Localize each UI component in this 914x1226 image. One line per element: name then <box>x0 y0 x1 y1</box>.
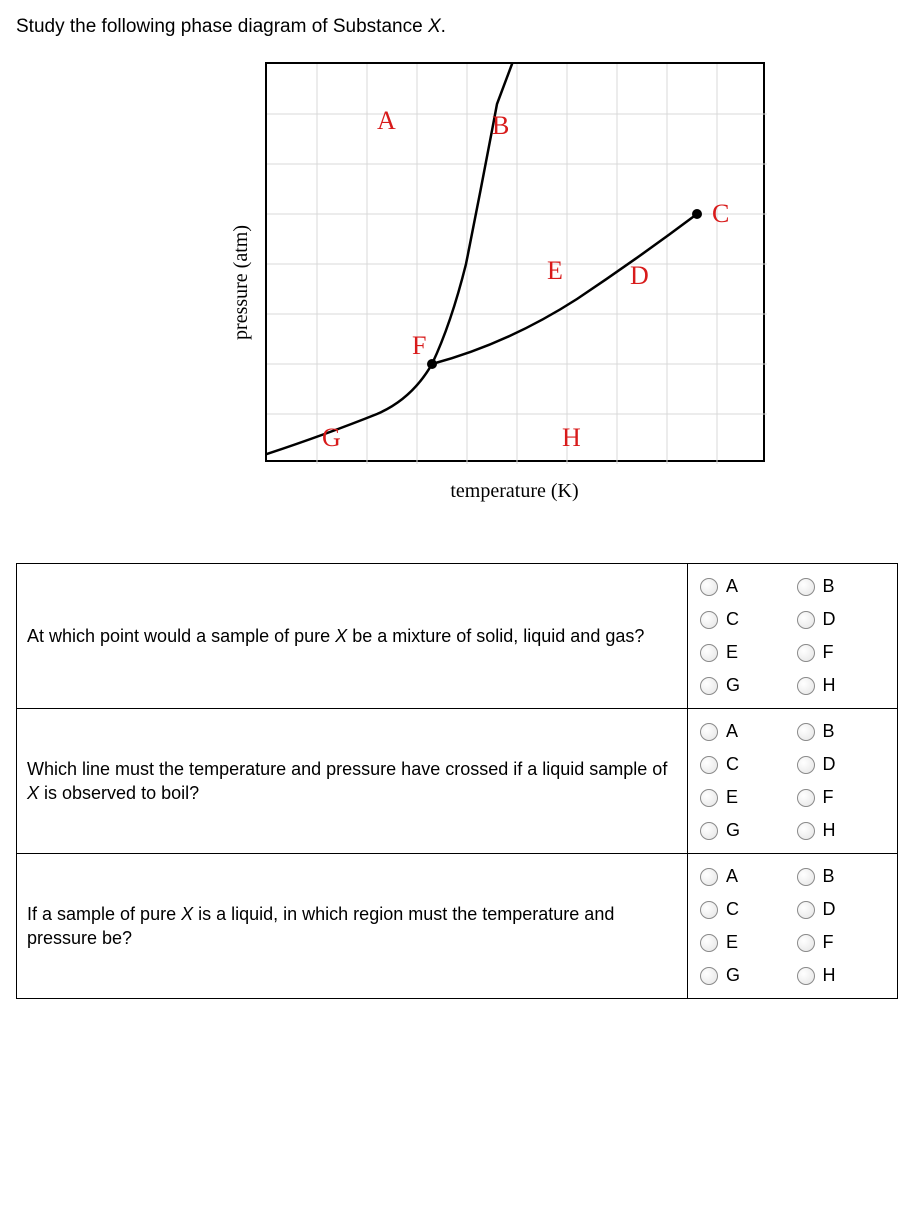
option-e[interactable]: E <box>696 636 793 669</box>
option-label: F <box>823 642 834 663</box>
option-label: C <box>726 609 739 630</box>
option-b[interactable]: B <box>793 715 890 748</box>
option-label: A <box>726 576 738 597</box>
option-label: H <box>823 675 836 696</box>
radio-icon[interactable] <box>797 789 815 807</box>
radio-icon[interactable] <box>797 901 815 919</box>
x-axis-label: temperature (K) <box>450 480 578 503</box>
radio-icon[interactable] <box>700 789 718 807</box>
radio-icon[interactable] <box>700 822 718 840</box>
radio-icon[interactable] <box>797 578 815 596</box>
option-h[interactable]: H <box>793 814 890 847</box>
y-axis-label: pressure (atm) <box>230 225 253 340</box>
option-h[interactable]: H <box>793 959 890 992</box>
option-d[interactable]: D <box>793 603 890 636</box>
question-text: If a sample of pure X is a liquid, in wh… <box>17 854 687 998</box>
option-label: G <box>726 820 740 841</box>
option-c[interactable]: C <box>696 748 793 781</box>
prompt-prefix: Study the following phase diagram of Sub… <box>16 16 428 37</box>
option-a[interactable]: A <box>696 860 793 893</box>
option-e[interactable]: E <box>696 926 793 959</box>
diagram-label-a: A <box>377 106 396 135</box>
prompt-text: Study the following phase diagram of Sub… <box>16 16 898 38</box>
option-c[interactable]: C <box>696 603 793 636</box>
prompt-suffix: . <box>441 16 446 37</box>
radio-icon[interactable] <box>797 934 815 952</box>
diagram-label-h: H <box>562 423 581 452</box>
radio-icon[interactable] <box>797 611 815 629</box>
question-options: A B C D E F G H <box>687 709 897 853</box>
radio-icon[interactable] <box>797 967 815 985</box>
option-label: C <box>726 754 739 775</box>
radio-icon[interactable] <box>700 967 718 985</box>
radio-icon[interactable] <box>797 756 815 774</box>
radio-icon[interactable] <box>797 822 815 840</box>
radio-icon[interactable] <box>700 868 718 886</box>
question-options: A B C D E F G H <box>687 854 897 998</box>
option-f[interactable]: F <box>793 636 890 669</box>
diagram-label-f: F <box>412 331 426 360</box>
option-h[interactable]: H <box>793 669 890 702</box>
option-label: A <box>726 721 738 742</box>
option-b[interactable]: B <box>793 860 890 893</box>
option-f[interactable]: F <box>793 781 890 814</box>
option-label: E <box>726 932 738 953</box>
option-label: C <box>726 899 739 920</box>
question-text: Which line must the temperature and pres… <box>17 709 687 853</box>
option-label: E <box>726 787 738 808</box>
option-g[interactable]: G <box>696 814 793 847</box>
option-g[interactable]: G <box>696 959 793 992</box>
option-label: A <box>726 866 738 887</box>
option-label: F <box>823 787 834 808</box>
diagram-label-c: C <box>712 199 729 228</box>
option-label: H <box>823 820 836 841</box>
radio-icon[interactable] <box>797 644 815 662</box>
option-b[interactable]: B <box>793 570 890 603</box>
option-label: B <box>823 721 835 742</box>
option-label: H <box>823 965 836 986</box>
radio-icon[interactable] <box>797 677 815 695</box>
option-label: D <box>823 609 836 630</box>
radio-icon[interactable] <box>797 868 815 886</box>
radio-icon[interactable] <box>700 901 718 919</box>
radio-icon[interactable] <box>700 644 718 662</box>
option-label: G <box>726 965 740 986</box>
phase-diagram: A B C D E F G H <box>265 62 765 462</box>
prompt-variable: X <box>428 16 441 37</box>
diagram-label-g: G <box>322 423 341 452</box>
option-f[interactable]: F <box>793 926 890 959</box>
option-c[interactable]: C <box>696 893 793 926</box>
radio-icon[interactable] <box>700 934 718 952</box>
diagram-label-e: E <box>547 256 563 285</box>
question-text: At which point would a sample of pure X … <box>17 564 687 708</box>
diagram-label-b: B <box>492 111 509 140</box>
option-label: B <box>823 576 835 597</box>
diagram-label-d: D <box>630 261 649 290</box>
option-g[interactable]: G <box>696 669 793 702</box>
radio-icon[interactable] <box>700 611 718 629</box>
option-label: D <box>823 899 836 920</box>
radio-icon[interactable] <box>700 578 718 596</box>
question-row: Which line must the temperature and pres… <box>17 708 897 853</box>
option-d[interactable]: D <box>793 748 890 781</box>
option-label: F <box>823 932 834 953</box>
option-label: B <box>823 866 835 887</box>
question-row: At which point would a sample of pure X … <box>17 564 897 708</box>
questions-table: At which point would a sample of pure X … <box>16 563 898 999</box>
radio-icon[interactable] <box>700 677 718 695</box>
question-options: A B C D E F G H <box>687 564 897 708</box>
radio-icon[interactable] <box>797 723 815 741</box>
option-d[interactable]: D <box>793 893 890 926</box>
radio-icon[interactable] <box>700 756 718 774</box>
option-label: G <box>726 675 740 696</box>
option-label: E <box>726 642 738 663</box>
diagram-container: pressure (atm) A B C D E F G H temperature (K) <box>16 62 898 503</box>
option-label: D <box>823 754 836 775</box>
radio-icon[interactable] <box>700 723 718 741</box>
question-row: If a sample of pure X is a liquid, in wh… <box>17 853 897 998</box>
option-e[interactable]: E <box>696 781 793 814</box>
option-a[interactable]: A <box>696 715 793 748</box>
option-a[interactable]: A <box>696 570 793 603</box>
